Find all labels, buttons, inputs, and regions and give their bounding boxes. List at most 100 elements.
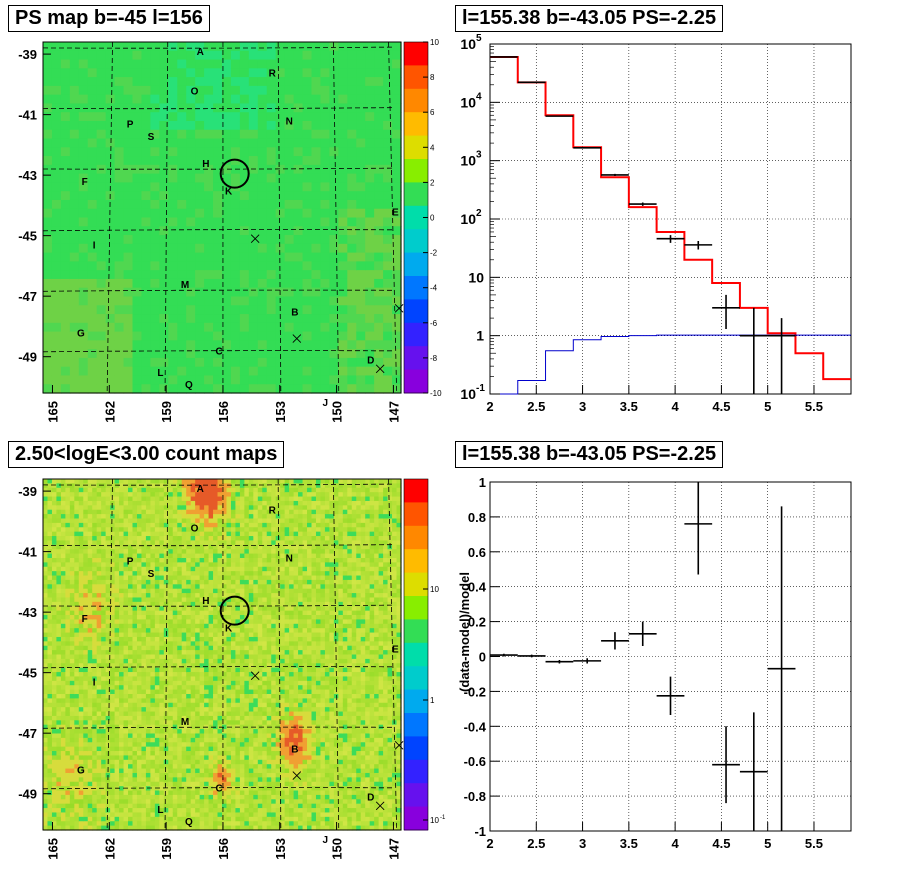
heatmap-cell xyxy=(257,191,268,201)
heatmap-cell xyxy=(123,623,129,629)
heatmap-cell xyxy=(204,544,210,550)
heatmap-cell xyxy=(60,593,66,599)
heatmap-cell xyxy=(190,575,196,581)
heatmap-cell xyxy=(114,803,120,809)
heatmap-cell xyxy=(213,208,223,219)
heatmap-cell xyxy=(356,270,366,280)
heatmap-cell xyxy=(150,487,156,493)
heatmap-cell xyxy=(208,755,214,761)
heatmap-cell xyxy=(96,191,107,201)
heatmap-cell xyxy=(96,557,102,563)
heatmap-cell xyxy=(141,667,147,673)
heatmap-cell xyxy=(329,173,339,184)
heatmap-cell xyxy=(208,566,214,572)
heatmap-cell xyxy=(132,821,138,827)
heatmap-cell xyxy=(132,94,143,105)
heatmap-cell xyxy=(177,593,183,599)
heatmap-cell xyxy=(51,799,58,805)
heatmap-cell xyxy=(96,575,102,581)
heatmap-cell xyxy=(128,522,134,528)
heatmap-cell xyxy=(141,799,147,805)
heatmap-cell xyxy=(159,724,165,730)
heatmap-cell xyxy=(101,579,107,585)
heatmap-cell xyxy=(230,147,241,157)
heatmap-cell xyxy=(78,689,84,695)
heatmap-cell xyxy=(128,755,134,761)
heatmap-cell xyxy=(181,615,187,620)
heatmap-cell xyxy=(105,645,111,651)
colorbar-label: 2 xyxy=(430,178,435,187)
heatmap-cell xyxy=(159,42,169,52)
heatmap-cell xyxy=(87,270,98,280)
heatmap-cell xyxy=(92,693,98,699)
heatmap-cell xyxy=(110,720,116,726)
heatmap-cell xyxy=(114,487,120,493)
heatmap-cell xyxy=(141,278,151,289)
heatmap-cell xyxy=(51,557,58,563)
heatmap-cell xyxy=(168,94,178,105)
heatmap-cell xyxy=(199,724,205,730)
heatmap-cell xyxy=(105,816,111,822)
heatmap-cell xyxy=(257,42,268,52)
heatmap-cell xyxy=(78,597,84,603)
heatmap-cell xyxy=(51,509,58,515)
heatmap-cell xyxy=(132,698,138,704)
heatmap-cell xyxy=(159,270,169,280)
heatmap-cell xyxy=(110,799,116,805)
heatmap-cell xyxy=(74,667,80,673)
heatmap-cell xyxy=(190,755,196,761)
heatmap-cell xyxy=(83,711,89,717)
heatmap-cell xyxy=(177,816,183,822)
heatmap-cell xyxy=(51,527,58,533)
heatmap-cell xyxy=(136,632,143,638)
heatmap-cell xyxy=(222,173,232,184)
heatmap-cell xyxy=(114,777,120,783)
heatmap-cell xyxy=(60,579,66,585)
heatmap-cell xyxy=(101,593,107,599)
heatmap-cell xyxy=(74,689,80,695)
heatmap-cell xyxy=(119,518,125,524)
heatmap-cell xyxy=(123,479,129,484)
heatmap-cell xyxy=(105,786,111,792)
heatmap-cell xyxy=(168,492,174,498)
heatmap-cell xyxy=(204,825,210,831)
heatmap-cell xyxy=(123,278,134,289)
heatmap-cell xyxy=(110,693,116,699)
heatmap-cell xyxy=(190,628,196,634)
heatmap-cell xyxy=(123,751,129,757)
heatmap-cell xyxy=(284,384,295,394)
heatmap-cell xyxy=(177,641,183,647)
heatmap-cell xyxy=(105,571,111,577)
heatmap-cell xyxy=(83,685,89,691)
heatmap-cell xyxy=(141,531,147,537)
heatmap-cell xyxy=(213,557,219,563)
heatmap-cell xyxy=(123,742,129,748)
heatmap-cell xyxy=(163,610,169,616)
heatmap-cell xyxy=(92,729,98,735)
heatmap-cell xyxy=(392,68,402,78)
heatmap-cell xyxy=(239,331,250,341)
heatmap-cell xyxy=(132,496,138,502)
heatmap-cell xyxy=(266,94,277,105)
heatmap-cell xyxy=(87,663,93,669)
heatmap-cell xyxy=(60,790,66,796)
heatmap-cell xyxy=(204,588,210,594)
heatmap-cell xyxy=(213,606,219,612)
heatmap-cell xyxy=(213,584,219,590)
heatmap-cell xyxy=(186,549,192,555)
heatmap-cell xyxy=(150,331,160,341)
heatmap-cell xyxy=(365,305,375,315)
heatmap-cell xyxy=(92,742,98,748)
heatmap-cell xyxy=(123,147,134,157)
heatmap-cell xyxy=(96,619,102,625)
heatmap-cell xyxy=(51,103,62,113)
heatmap-cell xyxy=(92,707,98,713)
heatmap-cell xyxy=(60,623,66,629)
heatmap-cell xyxy=(199,601,205,607)
heatmap-cell xyxy=(213,487,219,493)
heatmap-cell xyxy=(78,816,84,822)
heatmap-cell xyxy=(159,509,165,515)
heatmap-cell xyxy=(230,138,241,148)
heatmap-cell xyxy=(365,357,375,368)
heatmap-cell xyxy=(69,59,80,69)
